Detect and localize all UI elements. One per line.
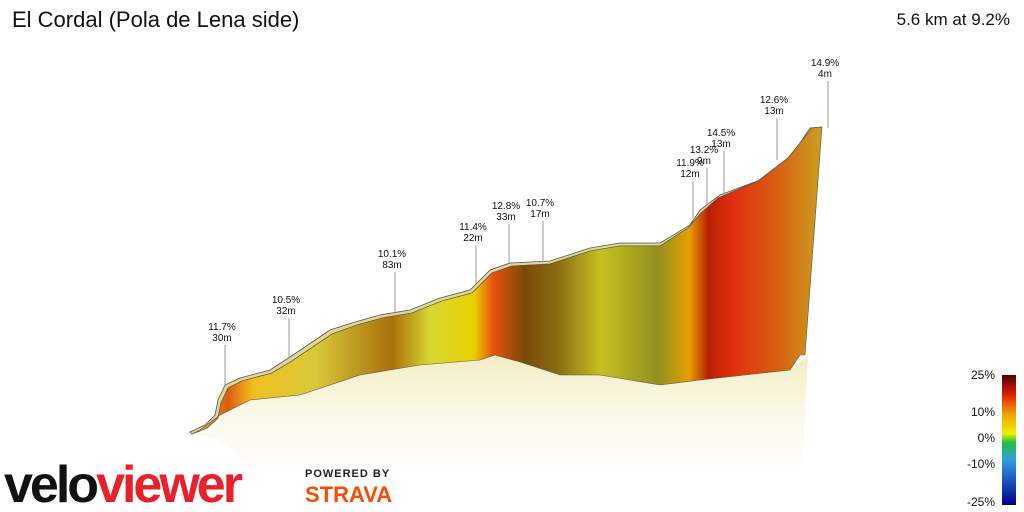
annotation-length: 4m xyxy=(818,69,832,80)
annotation-gradient: 11.7% xyxy=(208,322,236,333)
annotation-gradient: 12.8% xyxy=(492,201,520,212)
legend-label: 25% xyxy=(971,368,995,382)
legend-label: 0% xyxy=(978,431,996,445)
annotation-length: 17m xyxy=(530,209,549,220)
annotation-gradient: 10.7% xyxy=(526,198,554,209)
annotation-length: 83m xyxy=(382,260,401,271)
annotation-length: 30m xyxy=(212,333,231,344)
annotation-gradient: 10.5% xyxy=(272,295,300,306)
strava: STRAVA xyxy=(305,482,392,507)
title: El Cordal (Pola de Lena side) xyxy=(12,7,299,32)
logo-end: viewer xyxy=(96,456,243,512)
legend-label: -25% xyxy=(967,495,995,509)
legend-label: -10% xyxy=(967,457,995,471)
annotation-gradient: 13.2% xyxy=(690,145,718,156)
legend-bar xyxy=(1002,375,1016,505)
annotation-gradient: 14.5% xyxy=(707,128,735,139)
profile-face xyxy=(191,126,823,435)
logo: veloviewer xyxy=(4,456,243,512)
annotation-length: 12m xyxy=(680,169,699,180)
annotation-length: 13m xyxy=(711,139,730,150)
annotation-gradient: 11.9% xyxy=(676,158,704,169)
annotation-gradient: 10.1% xyxy=(378,249,406,260)
annotation-length: 33m xyxy=(496,212,515,223)
annotation-length: 9m xyxy=(697,156,711,167)
annotation-gradient: 11.4% xyxy=(459,222,487,233)
powered-by: POWERED BY xyxy=(305,468,390,480)
annotation-gradient: 12.6% xyxy=(760,95,788,106)
legend-label: 10% xyxy=(971,405,995,419)
annotation-length: 22m xyxy=(463,233,482,244)
summary: 5.6 km at 9.2% xyxy=(897,10,1010,29)
logo-start: velo xyxy=(4,456,97,512)
profile-reflection xyxy=(190,355,808,512)
annotation-length: 32m xyxy=(276,306,295,317)
annotation-length: 13m xyxy=(764,106,783,117)
annotation-gradient: 14.9% xyxy=(811,58,839,69)
